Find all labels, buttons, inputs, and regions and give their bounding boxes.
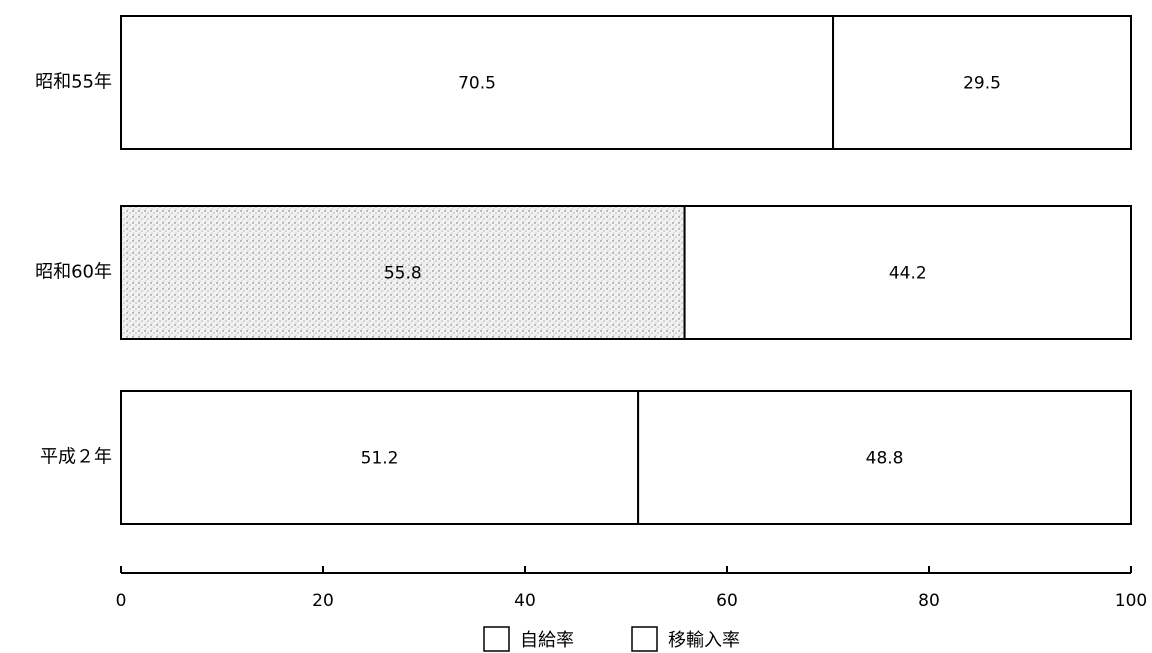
bar-value-label: 48.8 xyxy=(866,449,904,469)
bar-value-label: 44.2 xyxy=(889,264,927,284)
x-tick-label: 40 xyxy=(514,591,536,611)
x-tick-label: 20 xyxy=(312,591,334,611)
bar-segment xyxy=(637,390,1132,525)
category-label: 平成２年 xyxy=(40,447,112,468)
category-label: 昭和55年 xyxy=(35,72,112,93)
legend: 自給率 移輸入率 xyxy=(483,626,740,652)
bar-segment xyxy=(120,205,686,340)
legend-label: 移輸入率 xyxy=(668,630,740,651)
x-tick-label: 60 xyxy=(716,591,738,611)
bar-segment xyxy=(683,205,1133,340)
bar-segment xyxy=(832,15,1132,150)
x-tick-label: 80 xyxy=(918,591,940,611)
bar-value-label: 29.5 xyxy=(963,74,1001,94)
legend-swatch xyxy=(631,626,658,652)
bar-value-label: 51.2 xyxy=(361,449,399,469)
legend-label: 自給率 xyxy=(520,630,574,651)
legend-swatch xyxy=(483,626,510,652)
x-tick-label: 100 xyxy=(1115,591,1147,611)
x-axis: 0 20 40 60 80 100 xyxy=(116,566,1147,611)
bar-value-label: 55.8 xyxy=(384,264,422,284)
bar-segment xyxy=(120,390,640,525)
category-label: 昭和60年 xyxy=(35,262,112,283)
bar-value-label: 70.5 xyxy=(458,74,496,94)
bar-segment xyxy=(120,15,835,150)
bars-group: 昭和55年 70.5 29.5 昭和60年 55.8 44.2 平成２年 51.2 48.8 xyxy=(35,15,1133,525)
x-tick-label: 0 xyxy=(116,591,127,611)
